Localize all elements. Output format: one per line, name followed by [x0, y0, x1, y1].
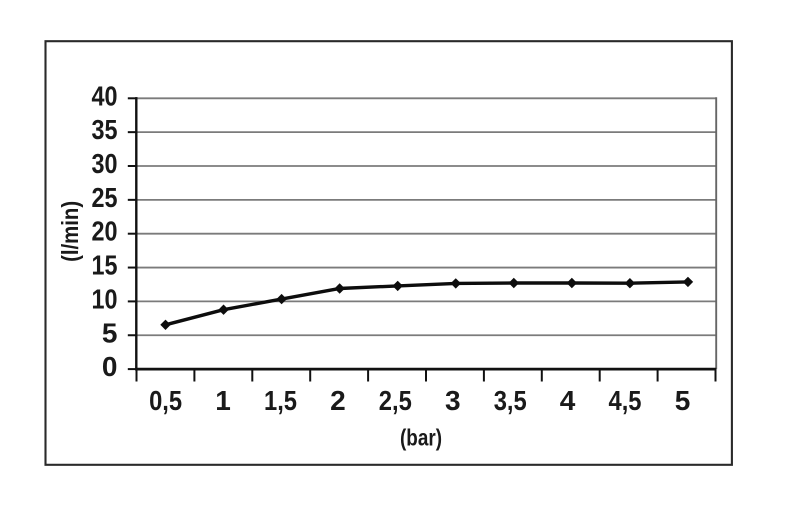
svg-text:4,5: 4,5 [609, 385, 642, 416]
svg-text:1,5: 1,5 [264, 385, 297, 416]
svg-text:35: 35 [92, 114, 118, 145]
svg-text:(bar): (bar) [400, 425, 442, 451]
svg-text:4: 4 [560, 385, 576, 416]
svg-text:20: 20 [92, 216, 118, 247]
svg-text:1: 1 [215, 385, 231, 416]
svg-text:2,5: 2,5 [379, 385, 412, 416]
svg-text:(l/min): (l/min) [57, 201, 83, 262]
svg-text:40: 40 [92, 80, 118, 111]
svg-text:3: 3 [445, 385, 461, 416]
svg-text:5: 5 [102, 317, 118, 348]
svg-text:5: 5 [675, 385, 691, 416]
svg-text:30: 30 [92, 148, 118, 179]
svg-text:0: 0 [102, 351, 118, 382]
svg-text:0,5: 0,5 [149, 385, 182, 416]
svg-text:2: 2 [330, 385, 346, 416]
svg-text:3,5: 3,5 [494, 385, 527, 416]
svg-text:15: 15 [92, 250, 118, 281]
svg-text:25: 25 [92, 182, 118, 213]
svg-text:10: 10 [92, 283, 118, 314]
